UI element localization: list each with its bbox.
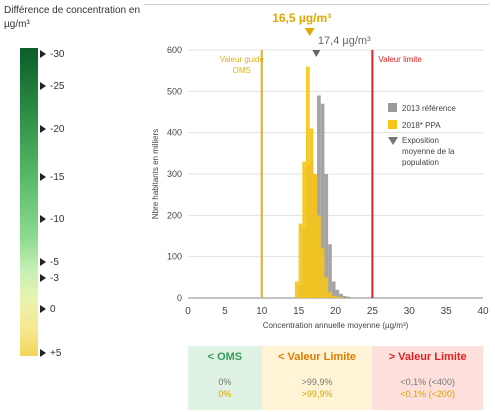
histogram-chart: 0 100 200 300 400 500 600 0 5 10 15 20 25 30 35 40 Valeu… — [140, 0, 495, 412]
annotation-label: 16,5 µg/m³ — [272, 11, 331, 25]
x-tick-label: 15 — [293, 306, 305, 317]
x-tick-label: 10 — [256, 306, 268, 317]
legend-title: Différence de concentration en µg/m³ — [4, 5, 141, 30]
legend-tick: -25 — [40, 82, 64, 92]
tick-marker-icon — [40, 349, 46, 358]
legend-tick-label: 0 — [50, 304, 56, 315]
x-tick-label: 30 — [404, 306, 416, 317]
bar — [320, 248, 325, 298]
bar — [335, 289, 340, 298]
top-divider — [144, 4, 489, 5]
y-tick-label: 200 — [167, 210, 182, 220]
zone-value-reference: <0,1% (<400) — [400, 377, 455, 387]
bar — [324, 174, 329, 298]
y-tick-label: 100 — [167, 252, 182, 262]
tick-marker-icon — [40, 50, 46, 59]
legend-tick: -20 — [40, 125, 64, 135]
zone-value-ppa: >99,9% — [301, 389, 333, 399]
legend-tick: -5 — [40, 258, 59, 268]
bar — [317, 95, 321, 298]
y-tick-label: 300 — [167, 169, 182, 179]
tick-marker-icon — [40, 305, 46, 314]
reference-label: Valeur guide OMS — [220, 55, 265, 75]
bar — [335, 296, 340, 298]
x-tick-label: 0 — [185, 306, 191, 317]
y-axis-label: Nbre habitants en milliers — [151, 129, 160, 219]
x-tick-label: 25 — [367, 306, 379, 317]
color-scale-legend: Différence de concentration en µg/m³ -30… — [0, 0, 140, 412]
bar — [331, 281, 336, 298]
bar — [328, 244, 332, 298]
bar — [328, 291, 332, 298]
bar — [302, 161, 306, 298]
annotation-label: 17,4 µg/m³ — [318, 35, 371, 47]
bar — [324, 277, 329, 298]
bar — [339, 293, 343, 298]
reference-label: Valeur limite — [378, 55, 422, 64]
legend-tick: -3 — [40, 274, 59, 284]
tick-marker-icon — [40, 215, 46, 224]
bar — [294, 281, 299, 298]
legend-swatch — [388, 120, 397, 129]
tick-marker-icon — [40, 125, 46, 134]
zone-value-ppa: <0,1% (<200) — [400, 389, 455, 399]
legend-tick: -15 — [40, 173, 64, 183]
zone-label: < OMS — [207, 351, 243, 363]
x-tick-label: 20 — [330, 306, 342, 317]
annotation-marker — [304, 28, 315, 36]
bar — [313, 174, 318, 298]
zone-value-reference: >99,9% — [301, 377, 333, 387]
legend-label: 2018* PPA — [402, 121, 441, 130]
bar — [306, 66, 310, 299]
zone-value-ppa: 0% — [218, 389, 232, 399]
zone-panel: < OMS 0% 0% — [188, 346, 262, 410]
legend-tick: -10 — [40, 215, 64, 225]
annotation-marker — [312, 50, 321, 57]
legend-color-bar — [20, 48, 38, 356]
y-tick-label: 400 — [167, 128, 182, 138]
bar — [309, 128, 314, 298]
bar — [317, 215, 321, 298]
x-tick-label: 40 — [477, 306, 489, 317]
legend-tick-label: -20 — [50, 124, 65, 135]
legend-tick-label: +5 — [50, 348, 62, 359]
legend-tick-label: -10 — [50, 214, 65, 225]
bar — [339, 297, 343, 298]
bar — [346, 296, 351, 298]
tick-marker-icon — [40, 82, 46, 91]
x-axis-label: Concentration annuelle moyenne (µg/m³) — [263, 321, 409, 330]
bar — [331, 295, 336, 298]
legend-tick-label: -25 — [50, 81, 65, 92]
zone-label: > Valeur Limite — [388, 351, 467, 363]
legend-label: 2013 référence — [402, 104, 456, 113]
zone-panel: > Valeur Limite <0,1% (<400) <0,1% (<200) — [372, 346, 483, 410]
y-tick-label: 0 — [177, 293, 182, 303]
legend-tick-label: -30 — [50, 49, 65, 60]
y-tick-label: 600 — [167, 45, 182, 55]
legend-tick: -30 — [40, 50, 64, 60]
legend-marker-icon — [388, 137, 398, 145]
legend-tick: +5 — [40, 349, 61, 359]
bar — [298, 223, 303, 298]
legend-tick: 0 — [40, 305, 56, 315]
legend-tick-label: -5 — [50, 257, 59, 268]
legend-swatch — [388, 103, 397, 112]
legend-label: Exposition moyenne de la population — [402, 136, 455, 167]
histogram-svg: 0 100 200 300 400 500 600 0 5 10 15 20 25 30 35 40 Valeu… — [151, 11, 489, 330]
x-tick-label: 35 — [441, 306, 453, 317]
x-tick-label: 5 — [222, 306, 228, 317]
bar — [320, 103, 325, 298]
tick-marker-icon — [40, 274, 46, 283]
tick-marker-icon — [40, 258, 46, 267]
legend-tick-label: -15 — [50, 172, 65, 183]
bar — [342, 295, 347, 298]
y-tick-label: 500 — [167, 86, 182, 96]
zone-label: < Valeur Limite — [278, 351, 357, 363]
zone-value-reference: 0% — [218, 377, 232, 387]
legend-tick-label: -3 — [50, 273, 59, 284]
zone-panel: < Valeur Limite >99,9% >99,9% — [261, 346, 373, 410]
tick-marker-icon — [40, 173, 46, 182]
